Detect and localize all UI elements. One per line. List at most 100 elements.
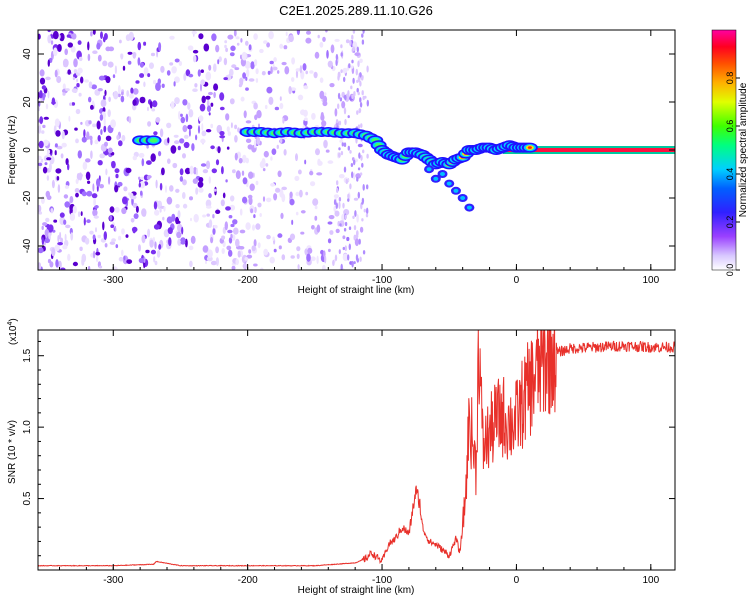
noise-blob [153,201,158,210]
noise-blob [364,95,367,99]
noise-blob [111,160,116,169]
noise-blob [118,256,124,262]
noise-blob [167,227,173,235]
noise-blob [266,234,271,240]
noise-blob [347,145,350,151]
noise-blob [200,163,207,167]
noise-blob [246,68,250,78]
noise-blob [198,33,204,40]
noise-blob [46,157,52,161]
noise-blob [216,124,223,134]
noise-blob [242,177,248,185]
noise-blob [202,169,209,174]
top-x-tick-label: -100 [372,275,392,286]
noise-blob [309,170,314,176]
noise-blob [80,121,83,125]
noise-blob [363,208,366,213]
noise-blob [38,33,41,40]
noise-blob [121,249,124,256]
noise-blob [338,249,341,255]
noise-blob [343,166,347,173]
noise-blob [226,245,232,251]
noise-blob [281,193,286,203]
noise-blob [195,167,198,176]
noise-blob [38,247,44,254]
noise-blob [150,153,156,162]
noise-blob [39,69,45,77]
noise-blob [59,231,62,240]
noise-blob [349,183,352,190]
noise-blob [248,249,252,254]
noise-blob [110,119,116,129]
noise-blob [221,235,226,240]
noise-blob [362,149,365,154]
noise-blob [180,113,183,118]
noise-blob [103,117,106,127]
noise-blob [347,90,350,97]
noise-blob [340,69,343,74]
noise-blob [254,114,258,121]
noise-blob [183,73,187,81]
noise-blob [347,254,350,261]
noise-blob [122,65,126,71]
noise-blob [63,219,67,225]
noise-blob [344,214,347,219]
noise-blob [280,212,284,219]
noise-blob [169,185,174,192]
noise-blob [142,211,147,217]
noise-blob [171,66,177,74]
noise-blob [135,80,140,84]
noise-blob [361,218,364,222]
noise-blob [254,59,258,67]
noise-blob [83,129,86,138]
colorbar-tick-label: 0.6 [725,120,735,133]
colorbar-tick-label: 0.0 [725,264,735,277]
noise-blob [225,113,230,121]
noise-blob [244,257,249,261]
noise-blob [357,143,363,148]
noise-blob [349,150,352,154]
noise-blob [359,102,363,108]
noise-blob [279,96,282,101]
noise-blob [351,171,354,179]
noise-blob [342,246,345,251]
noise-blob [51,247,56,257]
noise-blob [219,106,225,111]
noise-blob [43,139,49,146]
noise-blob [323,92,327,96]
noise-blob [316,172,323,176]
noise-blob [352,46,355,52]
noise-blob [335,53,339,61]
noise-blob [107,109,111,118]
noise-blob [335,119,339,124]
noise-blob [133,213,139,220]
noise-blob [80,76,84,84]
noise-blob [205,199,212,208]
noise-blob [184,167,191,175]
noise-blob [283,45,288,50]
noise-blob [353,159,356,166]
noise-blob [361,75,364,80]
noise-blob [205,71,212,81]
noise-blob [54,150,57,156]
noise-blob [153,224,160,230]
noise-blob [239,208,243,216]
noise-blob [319,90,325,100]
noise-blob [238,157,243,164]
noise-blob [182,179,187,186]
noise-blob [135,205,139,213]
noise-blob [343,209,350,216]
noise-blob [353,225,357,231]
noise-blob [351,94,354,100]
noise-blob [91,84,97,90]
noise-blob [208,193,212,199]
bottom-y-tick-label: 0.5 [22,491,33,505]
noise-blob [81,191,87,197]
noise-blob [38,262,41,270]
noise-blob [98,265,103,269]
noise-blob [175,204,180,209]
noise-blob [197,181,204,188]
noise-blob [266,86,273,94]
noise-blob [200,138,206,144]
noise-blob [225,206,231,211]
